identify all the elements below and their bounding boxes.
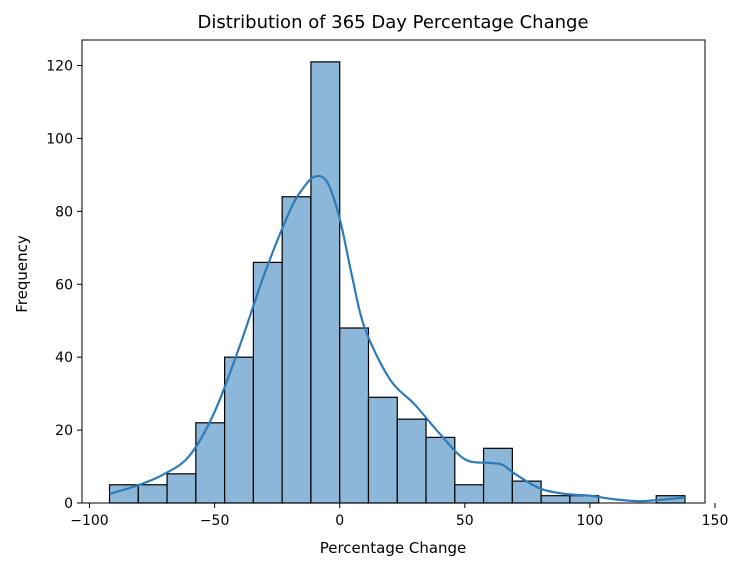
y-axis-label: Frequency: [13, 235, 31, 313]
histogram-bars: [108, 61, 686, 504]
y-tick-label: 80: [55, 204, 73, 220]
plot-frame: [81, 39, 706, 504]
x-tick-label: 50: [456, 513, 474, 529]
histogram-bar: [540, 495, 571, 504]
histogram-bar: [339, 327, 370, 504]
histogram-bar: [367, 396, 398, 504]
chart-title: Distribution of 365 Day Percentage Chang…: [197, 12, 588, 33]
x-tick-label: 100: [577, 513, 604, 529]
y-tick-label: 40: [55, 350, 73, 366]
y-tick-label: 20: [55, 423, 73, 439]
histogram-bar: [224, 356, 254, 504]
x-tick-label: −50: [200, 513, 230, 529]
x-tick-label: 0: [335, 513, 344, 529]
histogram-bar: [454, 484, 485, 504]
histogram-bar: [137, 484, 168, 504]
y-tick-label: 60: [55, 277, 73, 293]
histogram-bar: [252, 261, 283, 504]
histogram-bar: [511, 480, 542, 504]
x-tick-label: 150: [702, 513, 729, 529]
y-tick-label: 100: [46, 131, 73, 147]
x-axis-ticks: −100 −50 0 50 100 150: [70, 503, 728, 529]
histogram-bar: [396, 418, 427, 504]
y-tick-label: 120: [46, 59, 73, 75]
y-axis-ticks: 0 20 40 60 80 100 120: [46, 59, 82, 512]
y-tick-label: 0: [64, 496, 73, 512]
histogram-bar: [195, 422, 226, 504]
axes-frame: [81, 39, 706, 504]
histogram-bar: [281, 196, 312, 504]
histogram-bar: [482, 447, 513, 504]
kde-line: [109, 174, 686, 503]
x-axis-label: Percentage Change: [320, 539, 467, 557]
kde-curve-group: [109, 174, 686, 503]
x-tick-label: −100: [70, 513, 108, 529]
histogram-bar: [425, 436, 456, 504]
histogram-bar: [310, 61, 341, 504]
histogram-bar: [166, 473, 197, 504]
